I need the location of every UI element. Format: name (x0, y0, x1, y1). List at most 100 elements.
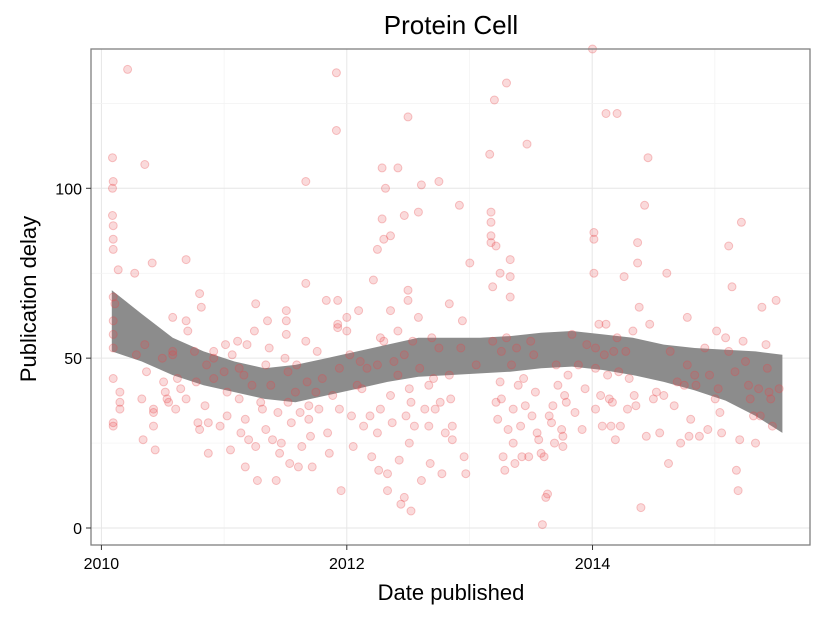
data-point (516, 421, 526, 431)
data-point (286, 418, 296, 428)
data-point (266, 380, 276, 390)
data-point (447, 435, 457, 445)
data-point (614, 367, 624, 377)
data-point (183, 326, 193, 336)
data-point (636, 503, 646, 513)
data-point (383, 486, 392, 496)
data-point (209, 346, 219, 356)
data-point (297, 442, 307, 451)
data-point (705, 370, 714, 380)
data-point (420, 404, 430, 414)
data-point (348, 442, 358, 451)
data-point (735, 435, 745, 445)
data-point (612, 333, 622, 343)
data-point (195, 425, 205, 434)
data-point (641, 431, 651, 441)
data-point (529, 350, 539, 360)
x-tick-label: 2014 (575, 556, 611, 573)
data-point (404, 384, 414, 394)
data-point (108, 292, 118, 302)
data-point (764, 387, 774, 397)
data-point (508, 404, 518, 414)
data-point (755, 411, 765, 421)
data-point (413, 312, 423, 322)
data-point (690, 370, 700, 380)
data-point (362, 363, 372, 373)
data-point (607, 397, 617, 407)
data-point (157, 353, 167, 363)
data-point (715, 408, 725, 417)
data-point (512, 343, 522, 353)
x-axis-title: Date published (378, 580, 525, 605)
data-point (624, 374, 634, 383)
data-point (317, 374, 327, 383)
data-point (328, 391, 338, 400)
data-point (527, 411, 537, 421)
data-point (312, 346, 322, 356)
data-point (471, 360, 481, 370)
data-point (502, 78, 511, 88)
data-point (659, 391, 669, 400)
data-point (149, 421, 158, 431)
data-point (386, 391, 395, 400)
data-point (454, 200, 464, 210)
data-point (749, 411, 758, 421)
data-point (597, 421, 607, 431)
data-point (648, 394, 658, 404)
data-point (724, 346, 734, 356)
data-point (495, 377, 505, 387)
data-point (536, 448, 546, 458)
data-point (263, 316, 272, 326)
data-point (162, 394, 172, 404)
data-point (520, 401, 530, 411)
data-point (252, 476, 262, 485)
data-point (612, 109, 622, 118)
data-point (424, 421, 434, 431)
data-point (227, 350, 237, 360)
data-point (553, 380, 563, 390)
data-point (386, 306, 395, 316)
data-point (591, 404, 600, 414)
y-tick-label: 0 (73, 521, 82, 538)
data-point (247, 380, 257, 390)
data-point (195, 289, 205, 299)
data-point (342, 312, 352, 322)
data-point (383, 469, 392, 479)
data-point (209, 374, 219, 383)
data-point (140, 160, 150, 169)
data-point (465, 258, 475, 268)
data-point (724, 241, 734, 251)
data-point (761, 340, 771, 350)
data-point (281, 306, 291, 316)
data-point (682, 312, 692, 322)
data-point (290, 387, 300, 397)
data-point (406, 506, 416, 516)
data-point (738, 336, 748, 346)
data-point (203, 448, 213, 458)
data-point (537, 520, 547, 530)
data-point (754, 384, 764, 394)
data-point (640, 200, 650, 210)
data-point (108, 211, 117, 220)
y-tick-label: 100 (55, 181, 82, 198)
data-point (491, 397, 501, 407)
data-point (507, 360, 516, 370)
data-point (744, 380, 753, 390)
data-point (686, 414, 696, 424)
data-point (176, 384, 186, 394)
data-point (623, 404, 632, 414)
data-point (200, 401, 210, 411)
data-point (108, 374, 118, 383)
data-point (256, 397, 266, 407)
data-point (342, 326, 352, 336)
data-point (403, 285, 413, 295)
data-point (222, 387, 232, 397)
data-point (557, 425, 567, 434)
chart-title: Protein Cell (384, 10, 518, 40)
data-point (424, 380, 434, 390)
data-point (721, 333, 731, 343)
data-point (651, 387, 661, 397)
data-point (679, 380, 689, 390)
data-point (168, 350, 178, 360)
